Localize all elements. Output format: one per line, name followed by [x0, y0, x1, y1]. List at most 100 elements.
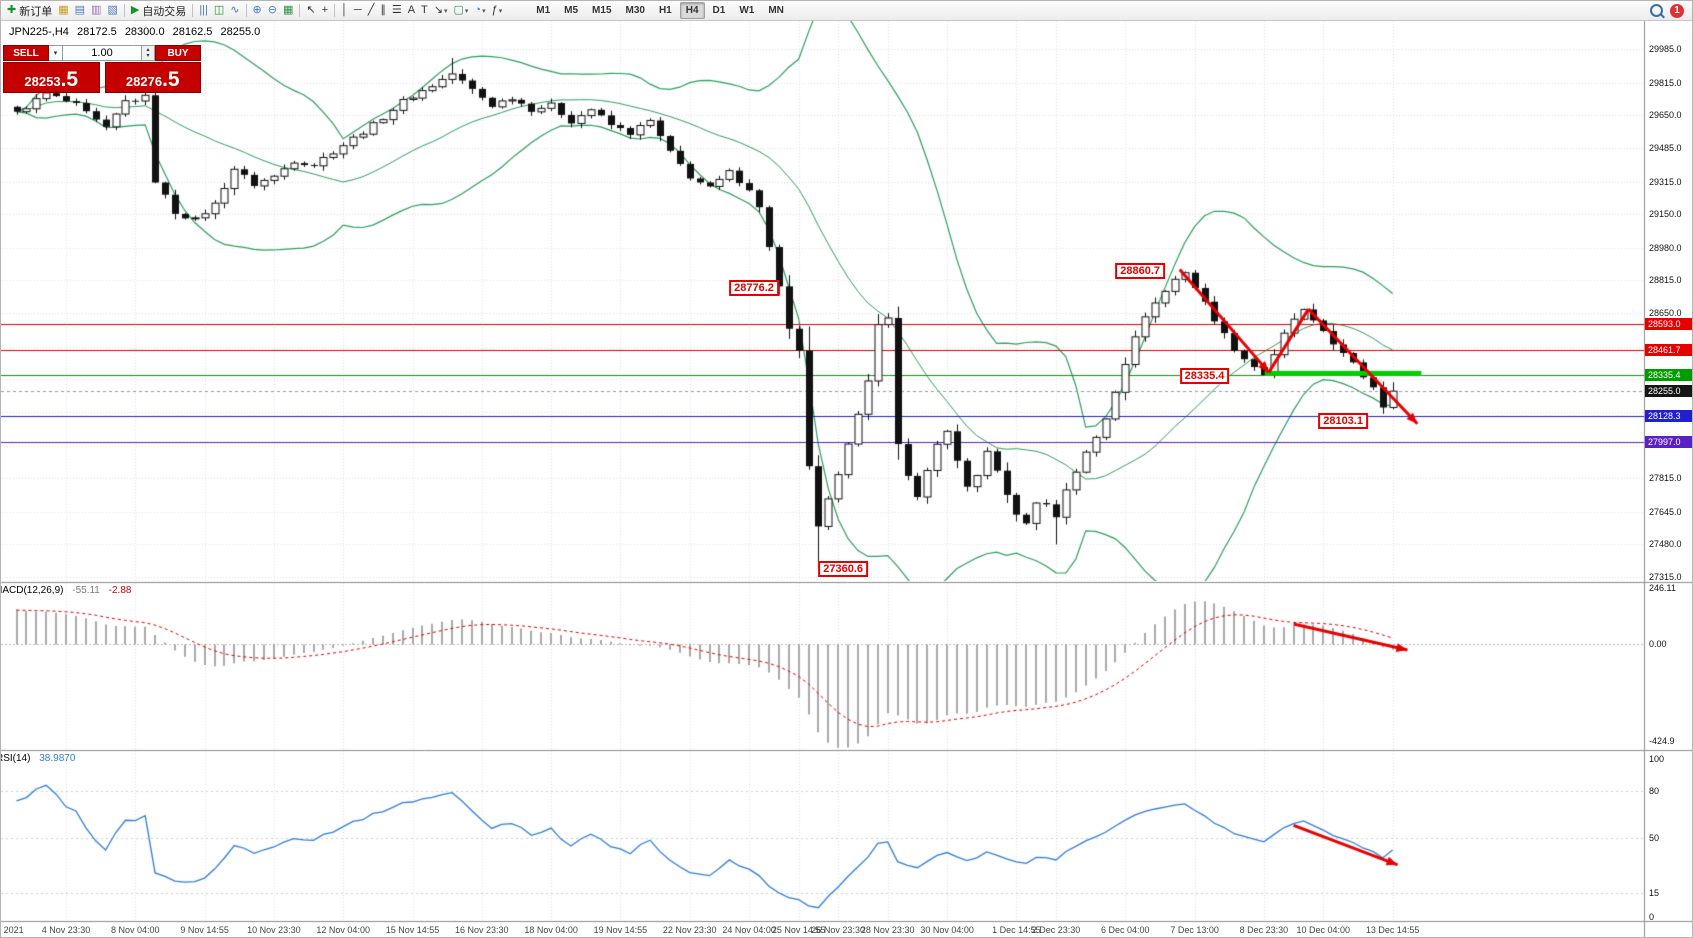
price-callout: 28335.4 [1179, 367, 1230, 384]
trendline-button[interactable]: ╱ [365, 2, 378, 19]
periods-icon: ◔ [474, 4, 482, 16]
price-axis-tick: 29815.0 [1649, 77, 1682, 88]
caret-down-icon: ▾ [443, 7, 448, 15]
vertical-line-button[interactable]: │ [338, 2, 351, 19]
timeframe-mn-button[interactable]: MN [768, 5, 784, 16]
shapes-button[interactable]: ▢ ▾ [451, 2, 472, 19]
volume-stepper[interactable]: ▴ ▾ [142, 45, 155, 61]
time-axis-label: 6 Dec 04:00 [1101, 925, 1150, 935]
cursor-button[interactable]: ↖ [303, 2, 318, 19]
rsi-value: 38.9870 [39, 753, 76, 764]
tile-windows-button[interactable]: ▦ [280, 2, 296, 19]
sell-button[interactable]: SELL [3, 45, 49, 61]
time-axis-label: 10 Nov 23:30 [247, 925, 301, 935]
time-axis-label: 13 Dec 14:55 [1365, 925, 1420, 935]
timeframe-h4-button[interactable]: H4 [679, 2, 705, 19]
line-chart-button[interactable]: ∿ [227, 2, 242, 19]
ohlc-high: 28300.0 [124, 26, 165, 38]
timeframe-h1-button[interactable]: H1 [658, 5, 672, 16]
new-order-icon: ✚ [7, 4, 17, 16]
sell-price-button[interactable]: 28253 .5 [3, 62, 100, 93]
price-axis-tick: 27315.0 [1649, 572, 1682, 583]
equidistant-channel-button[interactable]: ∥ [377, 2, 389, 19]
text-label-icon: T [421, 4, 428, 16]
chart-title: JPN225-,H4 28172.5 28300.0 28162.5 28255… [9, 26, 265, 38]
buy-button[interactable]: BUY [155, 45, 201, 61]
macd-axis-tick: 246.11 [1649, 583, 1676, 594]
indicators-icon: ƒ [491, 4, 498, 16]
sell-price-pips: .5 [60, 68, 79, 91]
price-axis-tag: 28335.4 [1645, 369, 1692, 382]
text-label-button[interactable]: T [418, 2, 431, 19]
rsi-axis-tick: 100 [1649, 754, 1665, 764]
strategy-tester-icon: ▧ [107, 4, 118, 16]
buy-price-main: 28276 [125, 74, 163, 89]
autotrading-button[interactable]: ▶ 自动交易 [128, 2, 189, 19]
sell-price-main: 28253 [24, 74, 61, 89]
notification-badge[interactable]: 1 [1670, 3, 1684, 18]
fibonacci-icon: ☰ [391, 4, 402, 16]
timeframe-d1-button[interactable]: D1 [712, 5, 726, 16]
price-axis-tick: 27815.0 [1649, 473, 1682, 484]
price-axis-tag: 28461.7 [1645, 344, 1692, 357]
data-window-button[interactable]: ▥ [88, 2, 104, 19]
trade-panel-price-row: 28253 .5 28276 .5 [3, 62, 201, 93]
zoom-out-button[interactable]: ⊖ [265, 2, 280, 19]
timeframe-m15-button[interactable]: M15 [592, 5, 612, 16]
toolbar-separator [299, 4, 301, 17]
time-axis-label: 4 Nov 23:30 [41, 925, 91, 935]
fibonacci-button[interactable]: ☰ [389, 2, 405, 19]
timeframe-m1-button[interactable]: M1 [536, 5, 551, 16]
price-axis-tick: 29485.0 [1649, 142, 1682, 153]
new-order-button-label: 新订单 [19, 5, 53, 18]
price-axis-tick: 28650.0 [1649, 308, 1682, 319]
time-axis-label: ov 2021 [1, 925, 24, 935]
arrows-button[interactable]: ↘ ▾ [431, 2, 451, 19]
time-axis-label: 19 Nov 14:55 [593, 925, 648, 935]
price-callout: 27360.6 [818, 561, 869, 578]
rsi-axis-tick: 80 [1649, 785, 1660, 796]
horizontal-line-button[interactable]: ─ [351, 2, 365, 19]
ohlc-close: 28255.0 [220, 26, 261, 38]
data-window-icon: ▥ [91, 4, 102, 16]
ohlc-low: 28162.5 [172, 26, 213, 38]
toolbar-left-group: ✚ 新订单 ▦ ▤ ▥ ▧ ▶ 自动交易 ||| ◫ ∿ ⊕ ⊖ ▦ ↖ + │ ─ ╱ ∥ ☰ A T ↘ ▾ ▢ ▾ ◔ ▾ ƒ ▾ [4, 2, 505, 19]
toolbar-separator [334, 4, 336, 17]
time-axis-label: 26 Nov 23:30 [811, 925, 865, 935]
buy-price-button[interactable]: 28276 .5 [104, 62, 201, 93]
line-chart-icon: ∿ [230, 4, 240, 16]
chart-canvas[interactable] [1, 21, 1692, 937]
new-chart-button[interactable]: ▦ [55, 2, 71, 19]
volume-dropdown-button[interactable]: ▾ [49, 45, 63, 61]
crosshair-button[interactable]: + [319, 2, 331, 19]
periods-button[interactable]: ◔ ▾ [471, 2, 488, 19]
new-order-button[interactable]: ✚ 新订单 [4, 2, 55, 19]
zoom-in-icon: ⊕ [252, 4, 262, 16]
strategy-tester-button[interactable]: ▧ [104, 2, 120, 19]
zoom-in-button[interactable]: ⊕ [250, 2, 265, 19]
rsi-axis-tick: 50 [1649, 833, 1660, 843]
indicators-button[interactable]: ƒ ▾ [489, 2, 506, 19]
search-icon[interactable] [1650, 4, 1663, 17]
vertical-line-icon: │ [341, 4, 348, 16]
text-button[interactable]: A [405, 2, 418, 19]
timeframe-m5-button[interactable]: M5 [564, 5, 579, 16]
toolbar-separator [192, 4, 194, 17]
profiles-button[interactable]: ▤ [72, 2, 88, 19]
volume-input[interactable]: 1.00 [63, 45, 142, 61]
timeframe-w1-button[interactable]: W1 [739, 5, 755, 16]
ohlc-open: 28172.5 [76, 26, 117, 38]
timeframe-m30-button[interactable]: M30 [625, 5, 645, 16]
candlestick-chart-button[interactable]: ◫ [211, 2, 227, 19]
one-click-trading-panel: SELL ▾ 1.00 ▴ ▾ BUY 28253 .5 28276 .5 [3, 45, 201, 93]
caret-down-icon: ▾ [498, 7, 503, 15]
profiles-icon: ▤ [74, 4, 86, 16]
arrows-icon: ↘ [433, 4, 443, 16]
time-axis-label: 22 Nov 23:30 [662, 925, 717, 935]
price-axis-tick: 27480.0 [1649, 539, 1682, 550]
tile-windows-icon: ▦ [282, 4, 294, 16]
toolbar-right-group: 1 [1650, 3, 1689, 18]
trendline-icon: ╱ [367, 4, 375, 16]
bar-chart-button[interactable]: ||| [196, 2, 211, 19]
